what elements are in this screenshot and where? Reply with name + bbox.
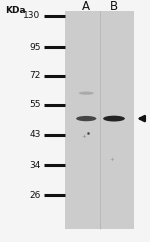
Ellipse shape: [103, 116, 125, 121]
Text: 55: 55: [29, 100, 40, 109]
Text: +: +: [109, 157, 114, 162]
Text: 130: 130: [23, 11, 40, 20]
Text: 95: 95: [29, 43, 40, 52]
Text: 72: 72: [29, 71, 40, 80]
Ellipse shape: [79, 91, 94, 95]
Text: 34: 34: [29, 160, 40, 170]
Text: 43: 43: [29, 130, 40, 139]
Ellipse shape: [76, 116, 96, 121]
Text: +: +: [81, 134, 86, 138]
Text: A: A: [82, 0, 90, 13]
Text: KDa: KDa: [5, 6, 25, 15]
Text: B: B: [110, 0, 118, 13]
Text: 26: 26: [29, 191, 40, 200]
Bar: [65, 11, 134, 229]
